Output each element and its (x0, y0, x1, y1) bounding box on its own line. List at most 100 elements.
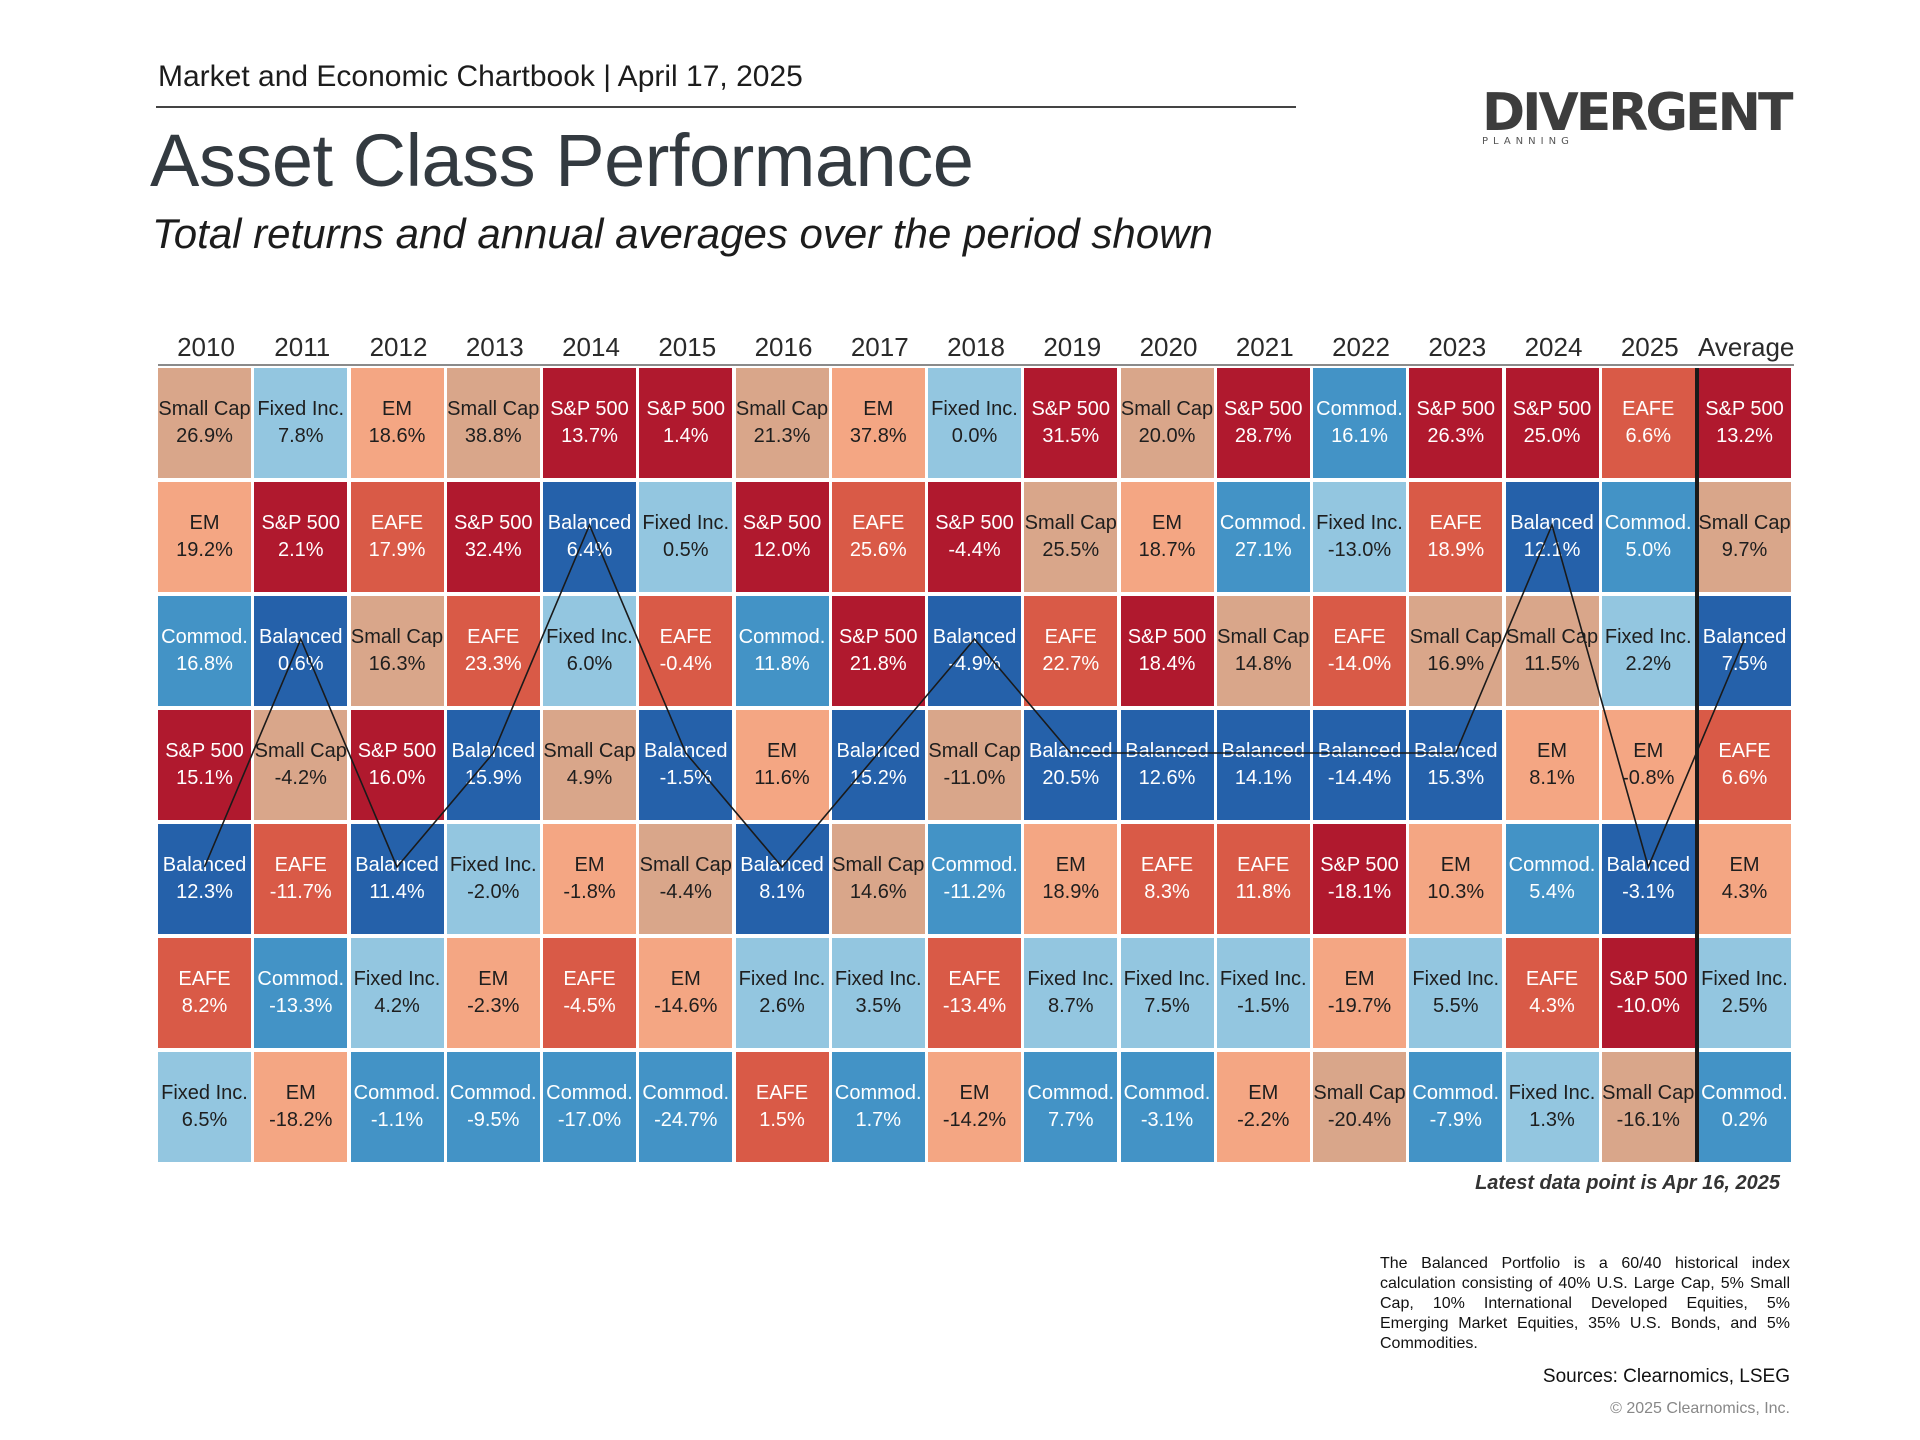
cell-2023-rank-4: Balanced 15.3% (1409, 710, 1503, 820)
cell-asset-label: EM (574, 854, 605, 876)
cell-return-value: 12.0% (753, 539, 811, 561)
cell-return-value: 8.1% (1529, 767, 1575, 789)
cell-asset-label: S&P 500 (742, 512, 822, 534)
cell-return-value: -2.2% (1237, 1109, 1290, 1131)
cell-2021-rank-3: Small Cap 14.8% (1216, 596, 1310, 706)
cell-asset-label: S&P 500 (165, 740, 244, 762)
cell-return-value: 15.9% (464, 767, 522, 789)
cell-return-value: 12.6% (1138, 767, 1196, 789)
cell-asset-label: EAFE (1429, 512, 1482, 534)
cell-asset-label: EAFE (1237, 854, 1290, 876)
cell-asset-label: Balanced (740, 854, 824, 876)
cell-2020-rank-7: Commod. -3.1% (1120, 1052, 1214, 1162)
cell-2024-rank-7: Fixed Inc. 1.3% (1505, 1052, 1599, 1162)
cell-2010-rank-2: EM 19.2% (158, 482, 251, 592)
cell-return-value: 7.5% (1144, 995, 1190, 1017)
cell-2019-rank-4: Balanced 20.5% (1024, 710, 1118, 820)
cell-asset-label: EM (959, 1082, 990, 1104)
cell-asset-label: Fixed Inc. (642, 512, 730, 534)
cell-2017-rank-7: Commod. 1.7% (831, 1052, 925, 1162)
cell-asset-label: Fixed Inc. (1316, 512, 1403, 534)
cell-return-value: 31.5% (1042, 425, 1100, 447)
cell-asset-label: S&P 500 (646, 398, 726, 420)
cell-2021-rank-5: EAFE 11.8% (1216, 824, 1310, 934)
cell-asset-label: Small Cap (447, 398, 540, 420)
cell-return-value: 16.8% (176, 653, 233, 675)
cell-return-value: 6.6% (1625, 425, 1672, 447)
cell-return-value: -17.0% (557, 1109, 622, 1131)
cell-2012-rank-3: Small Cap 16.3% (350, 596, 444, 706)
cell-asset-label: Balanced (259, 626, 343, 648)
cell-2017-rank-3: S&P 500 21.8% (831, 596, 925, 706)
logo-subtext: PLANNING (1482, 136, 1574, 147)
cell-2016-rank-3: Commod. 11.8% (735, 596, 829, 706)
cell-return-value: 19.2% (176, 539, 233, 561)
cell-asset-label: Small Cap (1602, 1082, 1695, 1104)
cell-return-value: 1.4% (662, 425, 709, 447)
cell-asset-label: EM (1248, 1082, 1279, 1104)
cell-2011-rank-2: S&P 500 2.1% (254, 482, 348, 592)
column-header-2024: 2024 (1524, 332, 1583, 362)
cell-2011-rank-6: Commod. -13.3% (254, 938, 348, 1048)
cell-2013-rank-5: Fixed Inc. -2.0% (446, 824, 540, 934)
divergent-logo: DIVERGENT PLANNING (1482, 84, 1794, 150)
column-header-2015: 2015 (658, 332, 717, 362)
cell-return-value: -13.4% (942, 995, 1007, 1017)
cell-asset-label: EM (863, 398, 894, 420)
cell-asset-label: Small Cap (832, 854, 925, 876)
cell-asset-label: Balanced (1702, 626, 1787, 648)
cell-asset-label: Small Cap (639, 854, 732, 876)
cell-2013-rank-2: S&P 500 32.4% (446, 482, 540, 592)
latest-data-note: Latest data point is Apr 16, 2025 (1475, 1172, 1780, 1194)
cell-return-value: -20.4% (1327, 1109, 1392, 1131)
cell-asset-label: Commod. (546, 1082, 633, 1104)
cell-asset-label: Fixed Inc. (161, 1082, 248, 1104)
cell-return-value: -2.3% (467, 995, 520, 1017)
cell-asset-label: EAFE (563, 968, 616, 990)
cell-asset-label: Small Cap (543, 740, 636, 762)
cell-average-rank-4: EAFE 6.6% (1698, 710, 1791, 820)
cell-return-value: 1.5% (759, 1109, 805, 1131)
cell-return-value: -0.4% (659, 653, 712, 675)
cell-return-value: 2.2% (1625, 653, 1672, 675)
cell-2012-rank-7: Commod. -1.1% (350, 1052, 444, 1162)
cell-2022-rank-1: Commod. 16.1% (1313, 368, 1406, 478)
cell-asset-label: Balanced (162, 854, 247, 876)
cell-2025-rank-4: EM -0.8% (1601, 710, 1695, 820)
cell-2022-rank-3: EAFE -14.0% (1313, 596, 1406, 706)
cell-2014-rank-7: Commod. -17.0% (543, 1052, 636, 1162)
cell-2012-rank-2: EAFE 17.9% (350, 482, 444, 592)
cell-asset-label: EM (1633, 740, 1664, 762)
cell-asset-label: Fixed Inc. (1701, 968, 1788, 990)
cell-asset-label: Balanced (1606, 854, 1690, 876)
cell-asset-label: Commod. (1508, 854, 1596, 876)
cell-asset-label: S&P 500 (935, 512, 1014, 534)
cell-2016-rank-1: Small Cap 21.3% (735, 368, 829, 478)
cell-asset-label: EAFE (1622, 398, 1675, 420)
cell-return-value: 26.3% (1427, 425, 1485, 447)
cell-2025-rank-3: Fixed Inc. 2.2% (1601, 596, 1695, 706)
cell-2022-rank-5: S&P 500 -18.1% (1313, 824, 1406, 934)
cell-return-value: 2.6% (759, 995, 805, 1017)
column-header-2013: 2013 (465, 332, 524, 362)
cell-2016-rank-7: EAFE 1.5% (735, 1052, 829, 1162)
cell-return-value: -14.6% (654, 995, 718, 1017)
cell-return-value: -4.4% (948, 539, 1001, 561)
kicker-rule (156, 106, 1296, 108)
cell-return-value: 15.2% (849, 767, 907, 789)
cell-return-value: -11.7% (269, 881, 332, 903)
chartbook-kicker: Market and Economic Chartbook | April 17… (158, 60, 803, 93)
cell-asset-label: Fixed Inc. (738, 968, 826, 990)
cell-2019-rank-5: EM 18.9% (1024, 824, 1118, 934)
cell-return-value: 11.8% (1235, 881, 1291, 903)
cell-return-value: -2.0% (467, 881, 520, 903)
cell-2020-rank-1: Small Cap 20.0% (1120, 368, 1214, 478)
cell-2016-rank-6: Fixed Inc. 2.6% (735, 938, 829, 1048)
cell-2013-rank-6: EM -2.3% (446, 938, 540, 1048)
cell-return-value: 16.1% (1331, 425, 1388, 447)
header-rule (158, 364, 1794, 366)
cell-return-value: 15.3% (1427, 767, 1485, 789)
cell-asset-label: Balanced (451, 740, 535, 762)
page-title: Asset Class Performance (150, 119, 974, 202)
cell-2024-rank-4: EM 8.1% (1505, 710, 1599, 820)
